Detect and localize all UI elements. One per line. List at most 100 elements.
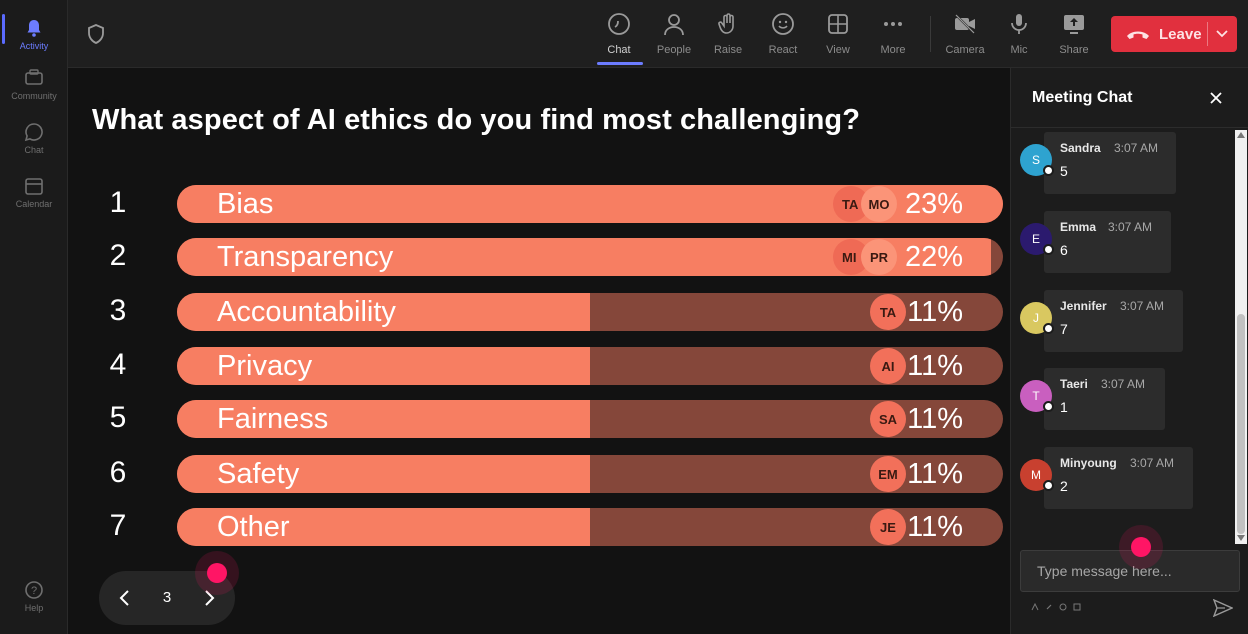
- leave-button[interactable]: Leave: [1111, 16, 1237, 52]
- more-label: More: [880, 44, 906, 56]
- option-bar: Fairness SA 11%: [177, 400, 1003, 438]
- view-button[interactable]: View: [813, 10, 863, 60]
- chat-divider: [1011, 127, 1248, 128]
- chat-scrollbar[interactable]: [1235, 130, 1247, 544]
- more-dots-icon: [884, 22, 902, 26]
- poll-option-row: 1 Bias TA MO 23%: [68, 185, 1010, 225]
- message-bubble: Taeri 3:07 AM 1: [1044, 368, 1165, 430]
- meeting-chat-panel: Meeting Chat Sandra 3:07 AM 5 S Emma 3:07 AM 6…: [1010, 68, 1248, 634]
- rail-item-calendar[interactable]: Calendar: [0, 166, 68, 218]
- bell-icon: [27, 19, 41, 37]
- message-time: 3:07 AM: [1108, 220, 1153, 234]
- voter-avatar: TA: [870, 294, 906, 330]
- message-time: 3:07 AM: [1130, 456, 1175, 470]
- option-number: 3: [109, 294, 127, 327]
- raise-hand-button[interactable]: Raise: [703, 10, 753, 60]
- option-number: 4: [109, 348, 127, 381]
- meeting-toolbar: Chat People Raise React View More Camera…: [68, 0, 1248, 68]
- smiley-icon: [772, 13, 794, 35]
- rail-label-community: Community: [11, 90, 57, 101]
- rail-item-chat[interactable]: Chat: [0, 112, 68, 164]
- option-label: Transparency: [217, 241, 394, 273]
- message-bubble: Emma 3:07 AM 6: [1044, 211, 1171, 273]
- message-sender: Minyoung: [1060, 456, 1117, 470]
- option-percentage: 22%: [904, 241, 963, 273]
- sender-avatar[interactable]: S: [1020, 144, 1052, 176]
- presence-status-dot: [1043, 323, 1054, 334]
- format-icon[interactable]: [1031, 603, 1039, 611]
- raise-hand-icon: [718, 13, 734, 34]
- option-number: 6: [109, 456, 127, 489]
- voter-avatar: SA: [870, 401, 906, 437]
- send-icon[interactable]: [1213, 599, 1233, 617]
- share-button[interactable]: Share: [1049, 10, 1099, 60]
- help-icon: ?: [25, 580, 43, 599]
- shield-icon[interactable]: [87, 24, 105, 44]
- share-label: Share: [1059, 44, 1089, 56]
- react-label: React: [768, 44, 798, 56]
- emoji-icon[interactable]: [1059, 603, 1067, 611]
- rail-item-activity[interactable]: Activity: [0, 8, 68, 60]
- option-bar-fill: [177, 400, 590, 438]
- message-time: 3:07 AM: [1114, 141, 1159, 155]
- toolbar-divider: [930, 16, 931, 52]
- rail-item-community[interactable]: Community: [0, 58, 68, 110]
- presence-status-dot: [1043, 165, 1054, 176]
- option-label: Safety: [217, 458, 300, 490]
- chevron-right-icon[interactable]: [197, 586, 221, 610]
- option-number: 5: [109, 401, 127, 434]
- people-button[interactable]: People: [649, 10, 699, 60]
- scroll-up-arrow[interactable]: [1237, 132, 1245, 138]
- voter-avatar: EM: [870, 456, 906, 492]
- message-input[interactable]: [1020, 550, 1240, 592]
- rail-item-help[interactable]: ? Help: [0, 570, 68, 622]
- poll-option-row: 5 Fairness SA 11%: [68, 400, 1010, 440]
- react-button[interactable]: React: [758, 10, 808, 60]
- share-screen-icon: [1064, 15, 1084, 34]
- option-percentage: 11%: [907, 458, 963, 490]
- message-sender: Emma: [1060, 220, 1097, 234]
- poll-stage: What aspect of AI ethics do you find mos…: [68, 68, 1010, 634]
- presence-status-dot: [1043, 244, 1054, 255]
- message-text: 5: [1060, 163, 1068, 179]
- svg-text:?: ?: [31, 585, 37, 597]
- option-percentage: 11%: [907, 511, 963, 543]
- message-sender: Sandra: [1060, 141, 1101, 155]
- close-icon[interactable]: [1208, 90, 1224, 106]
- option-percentage: 11%: [907, 296, 963, 328]
- leave-label: Leave: [1159, 25, 1202, 43]
- more-button[interactable]: More: [868, 10, 918, 60]
- option-bar: Transparency MI PR 22%: [177, 238, 1003, 276]
- presence-status-dot: [1043, 480, 1054, 491]
- scroll-thumb[interactable]: [1237, 314, 1245, 534]
- chevron-down-icon[interactable]: [1215, 26, 1229, 40]
- gif-icon[interactable]: [1073, 603, 1081, 611]
- message-bubble: Jennifer 3:07 AM 7: [1044, 290, 1183, 352]
- message-text: 6: [1060, 242, 1068, 258]
- message-sender: Taeri: [1060, 377, 1088, 391]
- presence-status-dot: [1043, 401, 1054, 412]
- microphone-icon: [1011, 14, 1027, 34]
- rail-active-indicator: [2, 14, 5, 44]
- leave-divider: [1207, 22, 1208, 46]
- option-percentage: 23%: [904, 188, 963, 220]
- page-number: 3: [162, 589, 172, 606]
- option-number: 2: [109, 239, 127, 272]
- grid-view-icon: [828, 14, 848, 34]
- option-label: Privacy: [217, 350, 313, 382]
- attach-icon[interactable]: [1045, 603, 1053, 611]
- chat-button[interactable]: Chat: [594, 10, 644, 60]
- message-text: 7: [1060, 321, 1068, 337]
- chat-label: Chat: [607, 44, 631, 56]
- rail-label-calendar: Calendar: [15, 198, 53, 209]
- chevron-left-icon[interactable]: [113, 586, 137, 610]
- option-label: Accountability: [217, 296, 396, 328]
- scroll-down-arrow[interactable]: [1237, 535, 1245, 541]
- voter-avatar: JE: [870, 509, 906, 545]
- poll-option-row: 6 Safety EM 11%: [68, 455, 1010, 495]
- message-text: 2: [1060, 478, 1068, 494]
- message-time: 3:07 AM: [1101, 377, 1146, 391]
- camera-button[interactable]: Camera: [940, 10, 990, 60]
- mic-button[interactable]: Mic: [994, 10, 1044, 60]
- message-text: 1: [1060, 399, 1068, 415]
